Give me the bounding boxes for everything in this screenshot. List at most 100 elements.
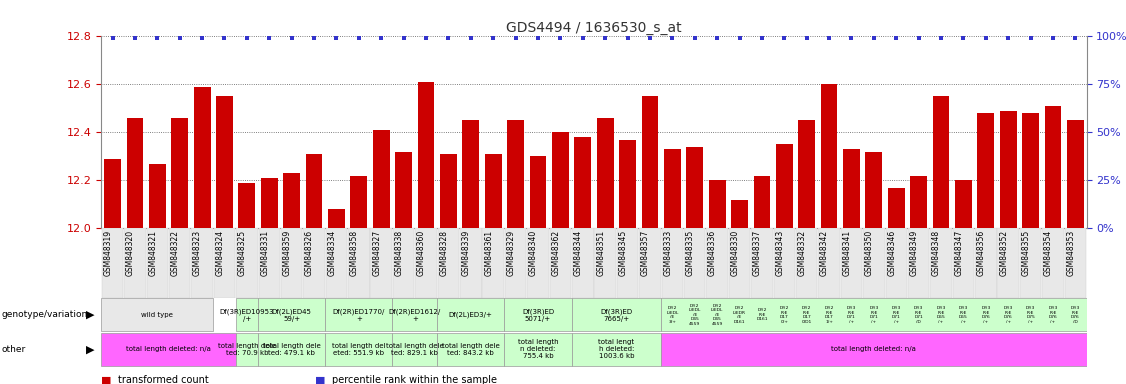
Text: total length
n deleted:
755.4 kb: total length n deleted: 755.4 kb xyxy=(518,339,558,359)
Bar xyxy=(798,121,815,228)
FancyBboxPatch shape xyxy=(101,298,213,331)
Text: total lengt
h deleted:
1003.6 kb: total lengt h deleted: 1003.6 kb xyxy=(598,339,634,359)
Text: GSM848342: GSM848342 xyxy=(820,230,829,276)
Text: Df(2
R)E
D17
0/D1: Df(2 R)E D17 0/D1 xyxy=(802,306,812,324)
Bar xyxy=(529,156,546,228)
FancyBboxPatch shape xyxy=(975,228,997,298)
Text: GSM848337: GSM848337 xyxy=(753,230,762,276)
Text: GSM848333: GSM848333 xyxy=(663,230,672,276)
Text: Df(3
R)E
D65
/+: Df(3 R)E D65 /+ xyxy=(958,306,968,324)
Text: GSM848339: GSM848339 xyxy=(462,230,471,276)
Bar xyxy=(910,175,927,228)
Text: GSM848335: GSM848335 xyxy=(686,230,695,276)
Text: Df(3
R)E
D71
/D: Df(3 R)E D71 /D xyxy=(914,306,923,324)
FancyBboxPatch shape xyxy=(280,228,303,298)
FancyBboxPatch shape xyxy=(819,228,840,298)
Text: Df(3
R)E
D76
/D: Df(3 R)E D76 /D xyxy=(1071,306,1080,324)
Text: GSM848356: GSM848356 xyxy=(977,230,986,276)
Text: Df(3
R)E
D71
/+: Df(3 R)E D71 /+ xyxy=(892,306,901,324)
FancyBboxPatch shape xyxy=(482,228,504,298)
Text: GSM848323: GSM848323 xyxy=(193,230,202,276)
Text: GSM848327: GSM848327 xyxy=(373,230,382,276)
Text: GSM848330: GSM848330 xyxy=(731,230,740,276)
FancyBboxPatch shape xyxy=(751,228,772,298)
Bar xyxy=(305,154,322,228)
FancyBboxPatch shape xyxy=(841,228,863,298)
FancyBboxPatch shape xyxy=(796,228,817,298)
FancyBboxPatch shape xyxy=(549,228,571,298)
Bar xyxy=(395,152,412,228)
FancyBboxPatch shape xyxy=(998,228,1019,298)
Bar xyxy=(708,180,725,228)
Text: GSM848328: GSM848328 xyxy=(439,230,448,276)
Text: Df(2L)ED3/+: Df(2L)ED3/+ xyxy=(449,312,493,318)
FancyBboxPatch shape xyxy=(661,333,1087,366)
Text: other: other xyxy=(1,345,26,354)
Bar xyxy=(866,152,883,228)
FancyBboxPatch shape xyxy=(885,228,908,298)
Text: ▶: ▶ xyxy=(86,344,95,354)
Text: GSM848361: GSM848361 xyxy=(484,230,493,276)
Text: GSM848343: GSM848343 xyxy=(776,230,785,276)
Bar xyxy=(1000,111,1017,228)
Text: ▶: ▶ xyxy=(86,310,95,320)
Text: Df(3
R)E
D76
/+: Df(3 R)E D76 /+ xyxy=(1003,306,1013,324)
Text: GSM848360: GSM848360 xyxy=(417,230,426,276)
Text: total length dele
ted: 843.2 kb: total length dele ted: 843.2 kb xyxy=(441,343,500,356)
Text: genotype/variation: genotype/variation xyxy=(1,310,88,319)
Bar xyxy=(440,154,457,228)
Text: Df(2
L)EDL
/E
D45
4559: Df(2 L)EDL /E D45 4559 xyxy=(688,304,700,326)
Text: Df(3R)ED
7665/+: Df(3R)ED 7665/+ xyxy=(600,308,633,322)
Text: total length deleted: n/a: total length deleted: n/a xyxy=(126,346,211,353)
FancyBboxPatch shape xyxy=(461,228,482,298)
FancyBboxPatch shape xyxy=(214,228,235,298)
FancyBboxPatch shape xyxy=(572,228,593,298)
FancyBboxPatch shape xyxy=(1020,228,1042,298)
Text: Df(3
R)E
D76
/+: Df(3 R)E D76 /+ xyxy=(1048,306,1057,324)
Bar xyxy=(216,96,233,228)
Text: GSM848332: GSM848332 xyxy=(797,230,806,276)
Text: GSM848321: GSM848321 xyxy=(149,230,158,276)
Bar xyxy=(821,84,838,228)
Bar xyxy=(507,121,524,228)
Text: GSM848326: GSM848326 xyxy=(305,230,314,276)
Text: Df(2
R)E
D17
0/+: Df(2 R)E D17 0/+ xyxy=(779,306,789,324)
FancyBboxPatch shape xyxy=(258,333,325,366)
Bar xyxy=(149,164,166,228)
FancyBboxPatch shape xyxy=(259,228,280,298)
Text: GSM848355: GSM848355 xyxy=(1021,230,1030,276)
FancyBboxPatch shape xyxy=(393,298,437,331)
Text: GSM848325: GSM848325 xyxy=(238,230,247,276)
Bar xyxy=(932,96,949,228)
Text: Df(3
R)E
D71
/+: Df(3 R)E D71 /+ xyxy=(847,306,856,324)
Bar xyxy=(776,144,793,228)
Bar xyxy=(463,121,480,228)
Text: wild type: wild type xyxy=(142,312,173,318)
FancyBboxPatch shape xyxy=(437,298,504,331)
FancyBboxPatch shape xyxy=(235,333,258,366)
FancyBboxPatch shape xyxy=(101,228,123,298)
FancyBboxPatch shape xyxy=(124,228,145,298)
Bar xyxy=(597,118,614,228)
Text: transformed count: transformed count xyxy=(118,375,209,384)
FancyBboxPatch shape xyxy=(370,228,392,298)
Text: Df(3R)ED
5071/+: Df(3R)ED 5071/+ xyxy=(522,308,554,322)
Title: GDS4494 / 1636530_s_at: GDS4494 / 1636530_s_at xyxy=(507,22,681,35)
FancyBboxPatch shape xyxy=(1043,228,1064,298)
FancyBboxPatch shape xyxy=(303,228,324,298)
FancyBboxPatch shape xyxy=(527,228,548,298)
Text: ■: ■ xyxy=(101,375,111,384)
FancyBboxPatch shape xyxy=(595,228,616,298)
Bar xyxy=(888,188,904,228)
Bar xyxy=(171,118,188,228)
Text: total length dele
ted: 70.9 kb: total length dele ted: 70.9 kb xyxy=(218,343,276,356)
FancyBboxPatch shape xyxy=(1065,228,1087,298)
Text: Df(3
R)E
D75
/+: Df(3 R)E D75 /+ xyxy=(1026,306,1035,324)
FancyBboxPatch shape xyxy=(393,333,437,366)
Text: GSM848357: GSM848357 xyxy=(641,230,650,276)
Text: GSM848324: GSM848324 xyxy=(215,230,224,276)
Bar xyxy=(350,175,367,228)
Text: GSM848329: GSM848329 xyxy=(507,230,516,276)
Bar xyxy=(955,180,972,228)
FancyBboxPatch shape xyxy=(930,228,951,298)
